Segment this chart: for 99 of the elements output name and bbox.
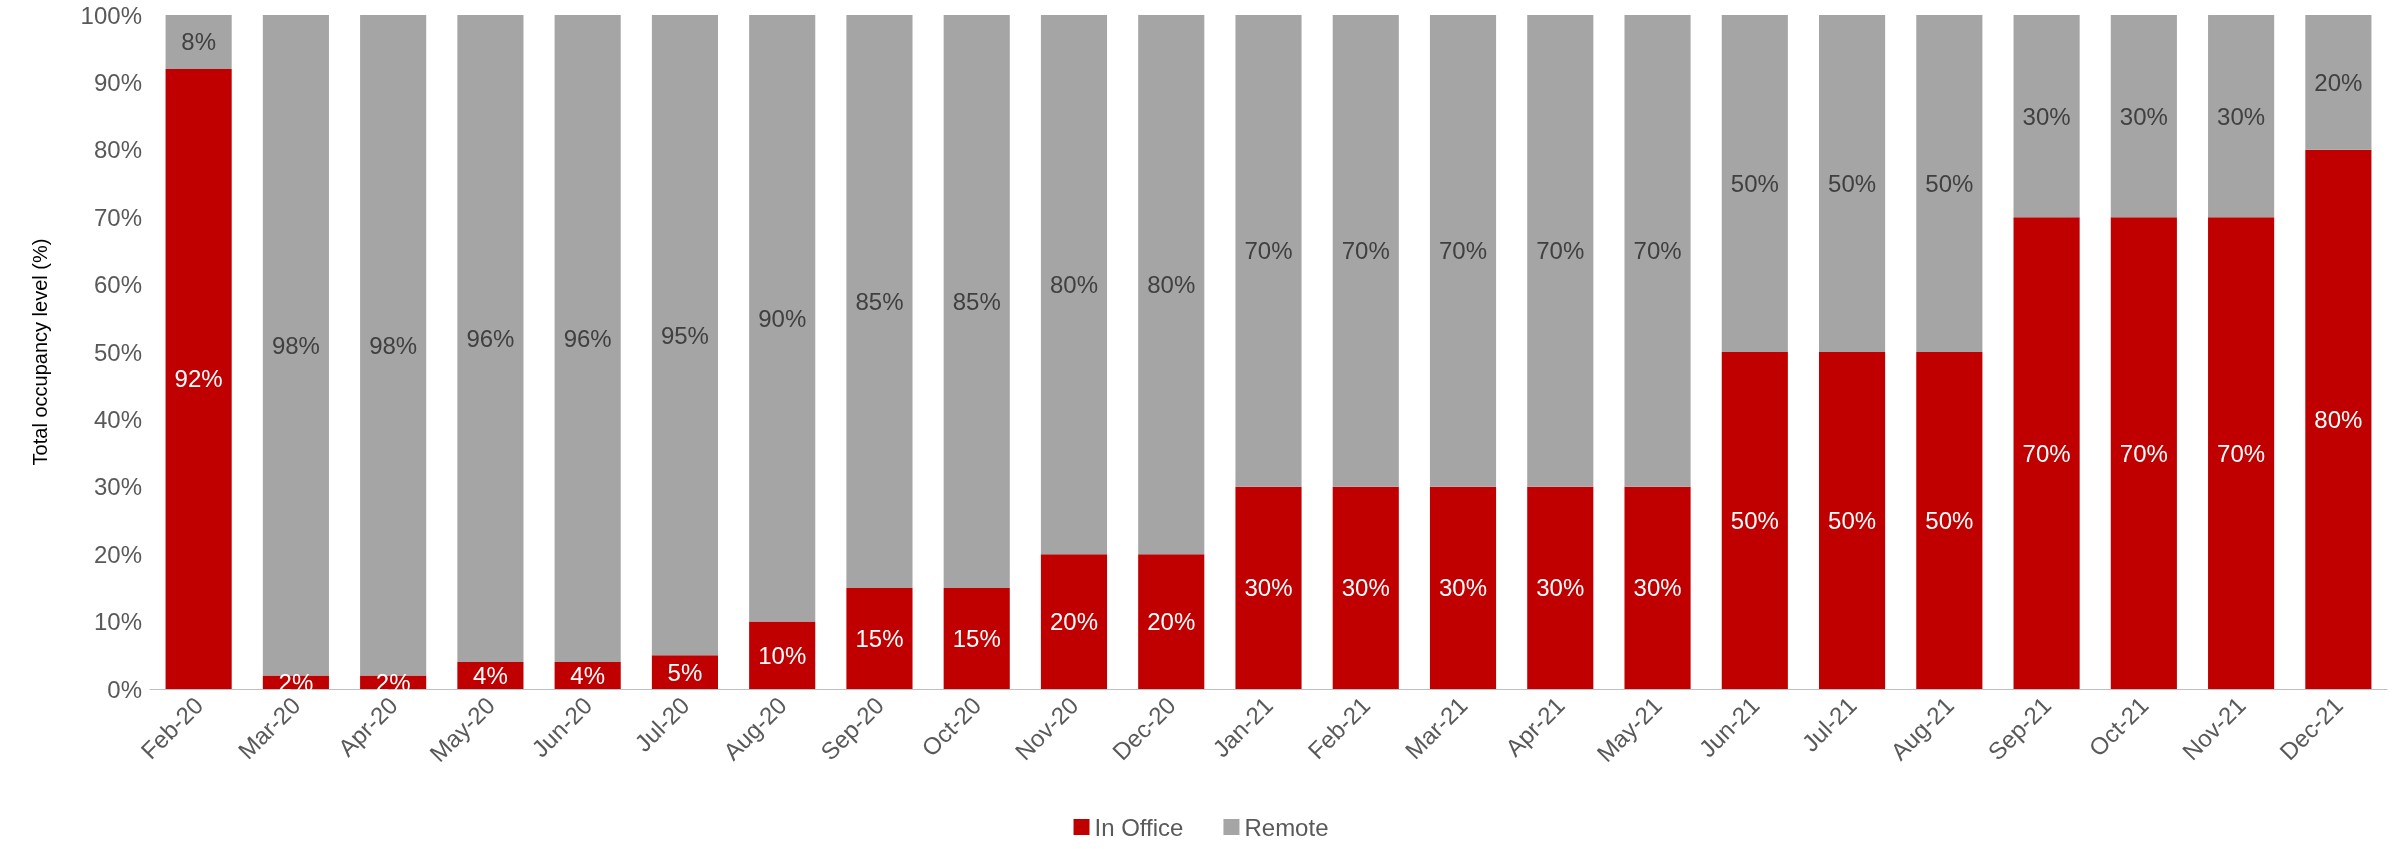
bar [2208, 15, 2275, 218]
data-label: 50% [1925, 507, 1974, 534]
y-tick-label: 100% [80, 1, 142, 29]
data-label: 15% [952, 624, 1001, 652]
bar [1721, 352, 1788, 689]
bar [2305, 149, 2372, 689]
bar [1819, 15, 1886, 352]
data-label: 15% [855, 624, 904, 652]
bar [1721, 15, 1788, 352]
bar [943, 587, 1010, 689]
bar [749, 621, 816, 689]
bar [1429, 15, 1497, 487]
y-tick-label: 50% [93, 338, 142, 366]
bar [2110, 15, 2177, 218]
data-label: 30% [1341, 574, 1390, 602]
bar [1429, 486, 1497, 689]
y-tick-label: 40% [93, 405, 142, 433]
bar [165, 15, 232, 69]
data-label: 30% [2119, 102, 2168, 130]
data-label: 5% [667, 658, 703, 686]
legend-label: Remote [1244, 813, 1329, 841]
bar [1332, 15, 1399, 487]
data-label: 80% [1049, 271, 1098, 299]
data-label: 30% [1633, 574, 1682, 602]
bar [1138, 554, 1205, 689]
y-tick-label: 80% [93, 136, 142, 164]
bar [1138, 15, 1205, 555]
data-label: 8% [181, 28, 216, 56]
data-label: 20% [2314, 68, 2363, 96]
bar [1819, 352, 1886, 689]
data-label: 80% [1147, 271, 1196, 299]
data-label: 50% [1925, 170, 1974, 197]
data-label: 50% [1828, 507, 1877, 534]
bar [1916, 352, 1983, 689]
bar [1624, 486, 1691, 689]
bar [846, 587, 913, 689]
y-tick-label: 70% [93, 203, 142, 231]
data-label: 95% [660, 321, 709, 349]
data-label: 70% [2022, 439, 2071, 467]
data-label: 4% [473, 662, 508, 690]
data-label: 30% [1439, 574, 1488, 602]
bar [360, 15, 427, 676]
bar [1916, 15, 1983, 352]
bar [2013, 217, 2080, 689]
data-label: 70% [2217, 439, 2266, 467]
bar [554, 15, 621, 663]
data-label: 70% [1536, 237, 1585, 265]
data-label: 70% [1244, 237, 1293, 265]
data-label: 96% [563, 325, 612, 353]
data-label: 70% [2119, 439, 2168, 467]
bar [2208, 217, 2275, 689]
y-tick-label: 0% [107, 675, 142, 703]
data-label: 4% [570, 662, 606, 690]
bar [1040, 554, 1108, 689]
data-label: 70% [1633, 237, 1682, 265]
bar [1527, 486, 1594, 689]
data-label: 20% [1049, 608, 1098, 636]
y-axis-title: Total occupancy level (%) [29, 238, 51, 466]
data-label: 20% [1147, 608, 1196, 636]
y-tick-label: 30% [93, 473, 142, 501]
bar [2110, 217, 2177, 689]
y-tick-label: 10% [93, 608, 142, 636]
bar [1332, 486, 1399, 689]
bar [1624, 15, 1691, 487]
bar [943, 15, 1010, 588]
y-tick-label: 20% [93, 540, 142, 568]
data-label: 30% [1536, 574, 1585, 602]
bar [846, 15, 913, 588]
data-label: 85% [952, 287, 1001, 315]
data-label: 50% [1730, 170, 1779, 197]
bar [651, 15, 718, 656]
bar [457, 15, 524, 663]
data-label: 98% [369, 331, 418, 359]
data-label: 10% [758, 641, 807, 669]
data-label: 70% [1341, 237, 1390, 265]
data-label: 92% [174, 365, 223, 393]
data-label: 90% [758, 304, 807, 332]
bar [1235, 15, 1302, 487]
bar [2013, 15, 2080, 218]
data-label: 50% [1730, 507, 1779, 534]
legend-label: In Office [1094, 813, 1184, 841]
y-tick-label: 90% [93, 68, 142, 96]
bar [749, 15, 816, 622]
data-label: 96% [466, 325, 515, 353]
bar [2305, 15, 2372, 150]
y-tick-label: 60% [93, 271, 142, 299]
bar [1527, 15, 1594, 487]
data-label: 50% [1828, 170, 1877, 197]
bar [165, 68, 232, 689]
data-label: 30% [1244, 574, 1293, 602]
data-label: 30% [2217, 102, 2266, 130]
data-label: 80% [2314, 405, 2363, 433]
data-label: 70% [1439, 237, 1488, 265]
bar [1040, 15, 1108, 555]
data-label: 98% [271, 331, 320, 359]
bar [1235, 486, 1302, 689]
data-label: 85% [855, 287, 904, 315]
bar [262, 15, 329, 676]
data-label: 30% [2022, 102, 2071, 130]
